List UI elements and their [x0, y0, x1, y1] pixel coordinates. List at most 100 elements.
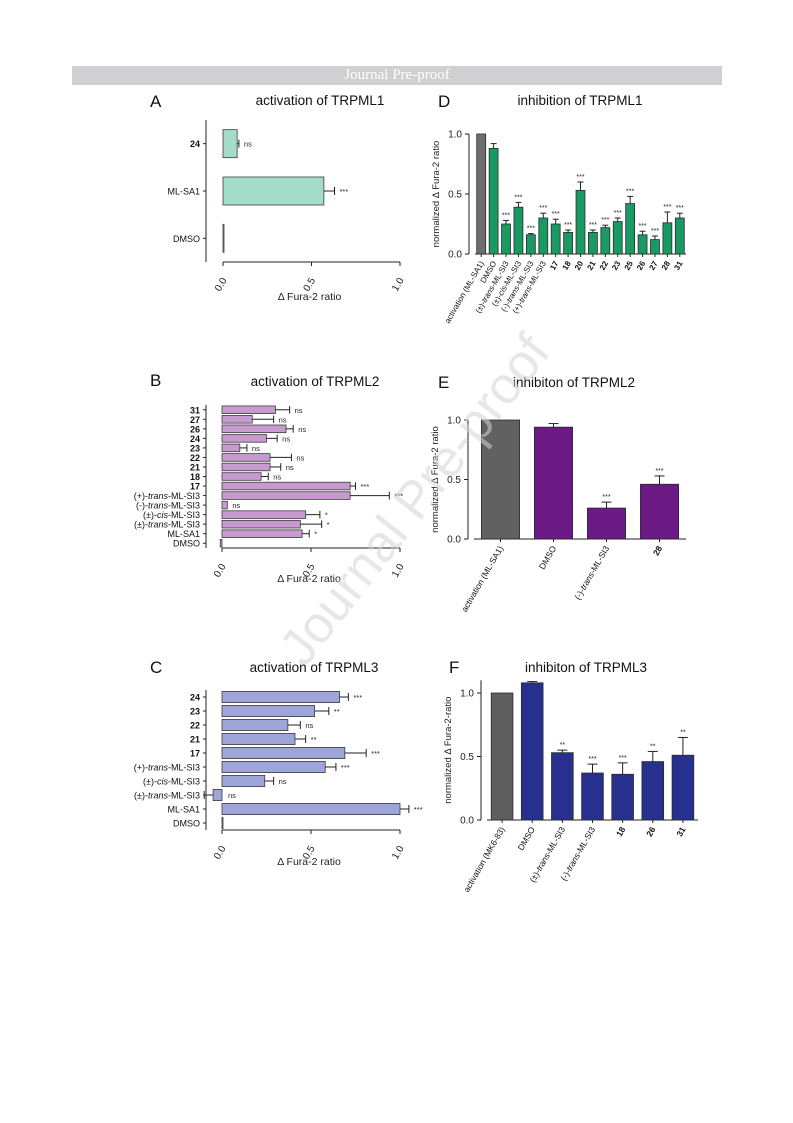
bar [221, 775, 266, 788]
bar [625, 203, 636, 255]
bar [221, 500, 228, 510]
y-tick-label: 1.0 [460, 689, 474, 700]
significance-label: ns [279, 415, 287, 424]
journal-preproof-banner: Journal Pre-proof [72, 66, 722, 85]
category-label: DMSO [537, 544, 559, 571]
category-label: 23 [190, 707, 200, 717]
significance-label: ns [273, 473, 281, 482]
significance-label: ** [560, 742, 566, 749]
bar [221, 733, 296, 746]
bar [520, 682, 544, 821]
x-axis-label: Δ Fura-2 ratio [277, 856, 341, 868]
bar [221, 817, 224, 830]
y-tick-label: 0.0 [460, 816, 474, 827]
category-label: DMSO [516, 825, 538, 852]
x-tick-label: 1.0 [390, 844, 407, 862]
bar [490, 692, 514, 821]
significance-label: * [327, 520, 330, 529]
bar [221, 481, 351, 491]
significance-label: ns [295, 406, 303, 415]
significance-label: *** [602, 494, 610, 501]
category-label: DMSO [173, 819, 200, 829]
chart-title: activation of TRPML2 [251, 374, 380, 389]
bar [481, 419, 520, 540]
panel-letter: E [438, 373, 449, 392]
significance-label: *** [663, 204, 671, 211]
bar [550, 223, 561, 255]
significance-label: *** [651, 228, 659, 235]
significance-label: *** [655, 468, 663, 475]
bar [212, 789, 223, 802]
category-label: 25 [623, 259, 636, 272]
bar [221, 761, 326, 774]
bar [611, 773, 634, 821]
y-tick-label: 1.0 [447, 416, 461, 427]
bar [221, 424, 287, 434]
category-label: DMSO [173, 234, 200, 244]
category-label: activation (MK6-83) [461, 825, 507, 894]
category-label: 21 [190, 462, 200, 472]
significance-label: ns [252, 444, 260, 453]
bar [221, 472, 262, 481]
bar [575, 189, 586, 255]
bar [221, 519, 301, 529]
bar [674, 217, 685, 255]
category-label: ML-SA1 [167, 187, 200, 197]
significance-label: ns [282, 434, 290, 443]
y-axis-label: normalized Δ Fura-2 ratio [431, 141, 442, 248]
significance-label: ** [311, 735, 317, 744]
bar [525, 234, 536, 255]
chart-title: inhibiton of TRPML2 [513, 375, 635, 390]
category-label: 23 [190, 443, 200, 453]
chart-title: activation of TRPML1 [256, 93, 385, 108]
bar [640, 483, 679, 540]
significance-label: ** [680, 729, 686, 736]
significance-label: ns [279, 777, 287, 786]
significance-label: *** [414, 805, 423, 814]
significance-label: *** [394, 492, 403, 501]
category-label: 20 [573, 259, 586, 272]
y-axis-label: normalized Δ Fura-2-ratio [443, 697, 454, 804]
bar [222, 176, 325, 206]
x-axis-label: Δ Fura-2 ratio [278, 291, 342, 303]
category-label: 28 [660, 259, 673, 272]
bar [221, 705, 315, 718]
panel-letter: F [449, 658, 459, 677]
bar [221, 434, 267, 443]
panel-letter: D [438, 92, 450, 111]
significance-label: *** [514, 194, 522, 201]
bar [221, 691, 340, 704]
significance-label: *** [588, 756, 596, 763]
bar [221, 462, 271, 472]
chart-title: activation of TRPML3 [250, 660, 379, 675]
category-label: 28 [651, 544, 665, 557]
bar [671, 754, 695, 821]
bar [587, 507, 626, 540]
significance-label: * [314, 530, 317, 539]
significance-label: *** [614, 210, 622, 217]
significance-label: *** [676, 205, 684, 212]
significance-label: ** [334, 707, 340, 716]
bar [563, 231, 573, 255]
category-label: 22 [598, 259, 611, 272]
category-label: 22 [190, 453, 200, 463]
bar [662, 222, 673, 255]
bar [221, 747, 346, 760]
category-label: ML-SA1 [167, 529, 200, 539]
bar [581, 772, 604, 821]
banner-text: Journal Pre-proof [344, 67, 450, 83]
significance-label: *** [576, 174, 584, 181]
y-tick-label: 0.0 [448, 250, 462, 261]
significance-label: ns [228, 791, 236, 800]
bar [488, 147, 499, 255]
x-tick-label: 0.0 [212, 562, 229, 580]
significance-label: *** [601, 217, 609, 224]
significance-label: *** [371, 749, 380, 758]
category-label: 27 [190, 415, 200, 425]
bar [221, 453, 271, 462]
category-label: activation (ML-SA1) [443, 259, 486, 325]
